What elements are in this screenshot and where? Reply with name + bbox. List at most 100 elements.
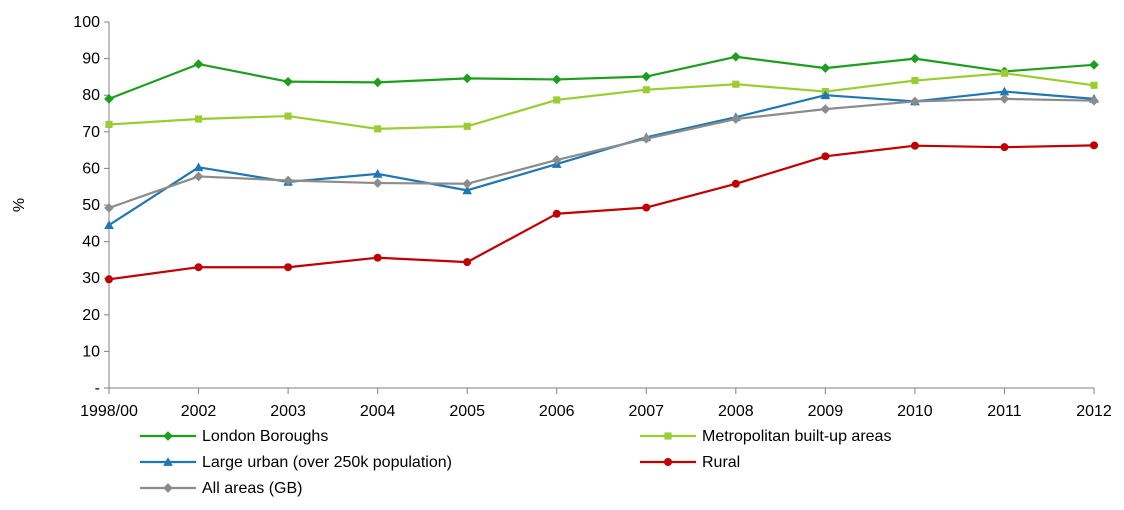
legend-marker — [664, 458, 672, 466]
x-tick-label: 2007 — [628, 403, 664, 420]
data-point — [642, 203, 651, 212]
data-point — [1089, 59, 1099, 70]
series-4 — [104, 94, 1099, 213]
data-point — [105, 275, 113, 284]
y-tick-label: 90 — [82, 51, 100, 68]
y-tick-label: 40 — [82, 234, 100, 251]
data-point — [283, 175, 293, 186]
x-tick-label: 2002 — [181, 403, 217, 420]
series-2 — [104, 86, 1099, 229]
x-tick-label: 2009 — [808, 403, 844, 420]
data-point — [372, 178, 383, 188]
legend-item: Large urban (over 250k population) — [140, 454, 452, 471]
data-point — [641, 71, 652, 82]
series-line — [108, 144, 1095, 281]
legend-marker — [664, 432, 672, 440]
y-tick-label: 20 — [82, 307, 100, 324]
data-point — [730, 51, 741, 62]
legend-label: London Boroughs — [202, 428, 328, 445]
data-point — [551, 155, 562, 165]
data-point — [820, 104, 831, 114]
legend-marker — [163, 483, 173, 493]
legend-marker — [163, 431, 173, 441]
legend-item: London Boroughs — [140, 428, 328, 445]
data-point — [104, 94, 114, 104]
data-point — [283, 76, 293, 87]
legend-label: Rural — [702, 454, 740, 471]
data-point — [463, 122, 471, 130]
data-point — [463, 258, 472, 267]
data-point — [462, 178, 473, 189]
data-point — [999, 86, 1010, 96]
data-point — [284, 112, 292, 120]
y-tick-label: 100 — [73, 14, 100, 31]
x-tick-label: 2010 — [897, 403, 933, 420]
data-point — [193, 171, 204, 182]
data-point — [732, 80, 740, 88]
data-point — [911, 76, 919, 85]
data-point — [194, 263, 203, 272]
data-point — [462, 185, 473, 195]
data-point — [372, 77, 383, 88]
data-point — [104, 220, 114, 229]
legend-item: All areas (GB) — [140, 480, 302, 497]
data-point — [1000, 143, 1009, 152]
data-point — [642, 86, 650, 94]
data-point — [551, 74, 562, 85]
legend-marker — [163, 457, 173, 466]
data-point — [104, 203, 114, 213]
data-point — [372, 169, 383, 178]
data-point — [910, 53, 920, 64]
data-point — [999, 94, 1010, 104]
data-point — [1090, 141, 1098, 150]
series-line — [108, 55, 1095, 100]
data-point — [284, 263, 293, 272]
series-line — [108, 72, 1095, 130]
series-line — [108, 90, 1095, 227]
data-point — [820, 63, 831, 73]
y-tick-label: - — [95, 380, 100, 397]
data-point — [553, 96, 561, 104]
data-point — [731, 179, 740, 188]
data-point — [374, 125, 382, 133]
y-tick-label: 60 — [82, 160, 100, 177]
legend-label: Metropolitan built-up areas — [702, 428, 891, 445]
data-point — [373, 253, 382, 262]
data-point — [193, 59, 204, 69]
data-point — [462, 73, 473, 84]
data-point — [193, 162, 204, 172]
data-point — [641, 133, 652, 144]
x-tick-label: 2005 — [449, 403, 485, 420]
legend-item: Metropolitan built-up areas — [640, 428, 891, 445]
x-tick-label: 2006 — [539, 403, 575, 420]
x-tick-label: 2003 — [270, 403, 306, 420]
y-tick-label: 80 — [82, 87, 100, 104]
x-tick-label: 2008 — [718, 403, 754, 420]
data-point — [910, 96, 920, 107]
series-3 — [105, 141, 1098, 284]
data-point — [552, 209, 561, 218]
x-tick-label: 2004 — [360, 403, 396, 420]
series-0 — [104, 51, 1099, 104]
x-tick-label: 2011 — [987, 403, 1022, 420]
data-point — [1000, 69, 1009, 77]
data-point — [194, 115, 203, 123]
legend-label: All areas (GB) — [202, 480, 302, 497]
data-point — [821, 152, 830, 161]
y-tick-label: 70 — [82, 124, 100, 141]
data-point — [1089, 95, 1099, 106]
data-point — [730, 114, 741, 124]
data-point — [820, 90, 831, 100]
x-tick-label: 2012 — [1076, 403, 1112, 420]
y-tick-label: 50 — [82, 197, 100, 214]
data-point — [105, 120, 113, 129]
legend-item: Rural — [640, 454, 740, 471]
x-tick-label: 1998/00 — [80, 403, 138, 420]
legend-label: Large urban (over 250k population) — [202, 454, 452, 471]
y-tick-label: 30 — [82, 270, 100, 287]
data-point — [910, 141, 919, 150]
data-point — [1090, 81, 1098, 89]
y-axis-title: % — [11, 198, 28, 212]
